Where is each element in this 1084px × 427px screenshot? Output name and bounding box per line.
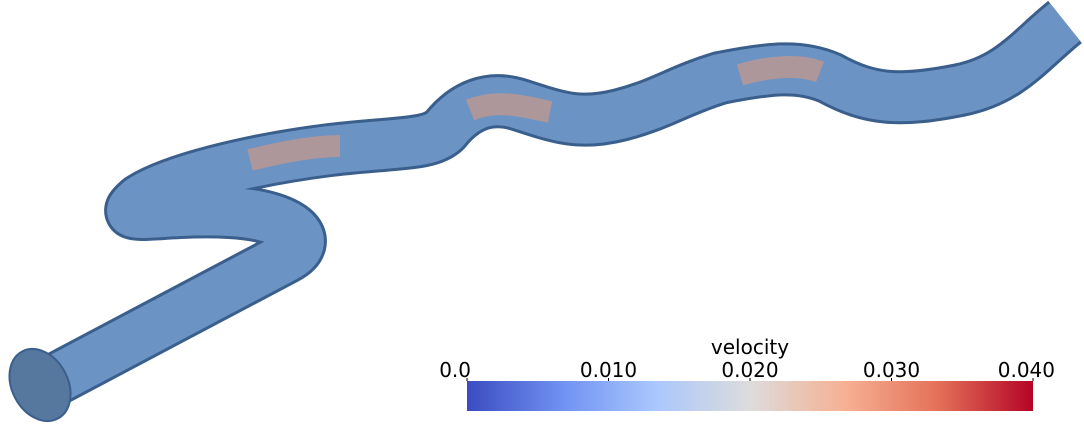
- tick-label: 0.0: [439, 358, 471, 382]
- pipe: [8, 0, 1083, 423]
- tick-label: 0.020: [721, 358, 778, 382]
- colorbar-title: velocity: [711, 335, 789, 359]
- tick-label: 0.040: [998, 358, 1055, 382]
- tick-label: 0.030: [863, 358, 920, 382]
- colorbar: [467, 381, 1033, 411]
- tick-label: 0.010: [580, 358, 637, 382]
